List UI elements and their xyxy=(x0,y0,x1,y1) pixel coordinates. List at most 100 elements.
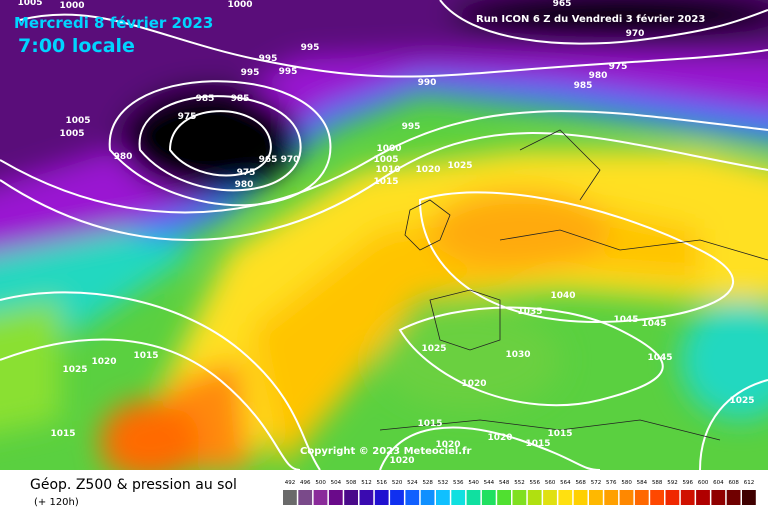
isobar-label: 1015 xyxy=(133,351,158,361)
map xyxy=(0,0,768,470)
isobar-label: 975 xyxy=(178,112,197,122)
legend-swatch xyxy=(298,490,313,505)
legend-swatch xyxy=(466,490,481,505)
legend-label: 500 xyxy=(315,480,326,486)
legend-label: 588 xyxy=(652,480,663,486)
legend-label: 608 xyxy=(728,480,739,486)
legend-swatch xyxy=(390,490,404,505)
legend-swatch xyxy=(374,490,389,505)
isobar-label: 1020 xyxy=(435,440,460,450)
legend-label: 568 xyxy=(575,480,586,486)
legend-label: 528 xyxy=(422,480,433,486)
isobars xyxy=(0,0,768,470)
footer-title: Géop. Z500 & pression au sol xyxy=(30,477,237,493)
isobar-label: 1015 xyxy=(373,177,398,187)
legend-label: 544 xyxy=(484,480,495,486)
legend-swatch xyxy=(726,490,741,505)
legend-label: 524 xyxy=(407,480,418,486)
legend-label: 564 xyxy=(560,480,571,486)
isobar-label: 980 xyxy=(235,180,254,190)
isobar-label: 1020 xyxy=(415,165,440,175)
legend-label: 600 xyxy=(698,480,709,486)
isobar-label: 1025 xyxy=(62,365,87,375)
isobar-label: 1005 xyxy=(373,155,398,165)
legend-label: 548 xyxy=(499,480,510,486)
isobar-label: 1040 xyxy=(550,291,575,301)
isobar-label: 975 xyxy=(237,168,256,178)
legend-label: 520 xyxy=(392,480,403,486)
legend-swatch xyxy=(543,490,557,505)
isobar-label: 995 xyxy=(259,54,278,64)
legend-label: 496 xyxy=(300,480,311,486)
copyright: Copyright © 2023 Meteociel.fr xyxy=(300,446,471,457)
isobar-label: 1020 xyxy=(91,357,116,367)
legend-swatch xyxy=(696,490,710,505)
legend-swatch xyxy=(313,490,328,505)
legend-swatch xyxy=(527,490,542,505)
isobar-label: 1045 xyxy=(641,319,666,329)
legend-label: 492 xyxy=(285,480,296,486)
legend-label: 532 xyxy=(438,480,449,486)
isobar-label: 1035 xyxy=(517,307,542,317)
legend-label: 604 xyxy=(713,480,724,486)
isobar-label: 1015 xyxy=(547,429,572,439)
legend-swatch xyxy=(512,490,527,505)
legend-swatch xyxy=(451,490,466,505)
isobar-label: 970 xyxy=(281,155,300,165)
legend-swatch xyxy=(589,490,603,505)
isobar-label: 1000 xyxy=(227,0,252,10)
map-date: Mercredi 8 février 2023 xyxy=(14,14,213,32)
isobar-label: 1025 xyxy=(421,344,446,354)
isobar-label: 970 xyxy=(626,29,645,39)
legend-label: 512 xyxy=(361,480,372,486)
legend-label: 508 xyxy=(346,480,357,486)
legend-swatch xyxy=(558,490,573,505)
legend-swatch xyxy=(497,490,511,505)
legend-label: 536 xyxy=(453,480,464,486)
legend-label: 556 xyxy=(530,480,541,486)
legend-swatch xyxy=(665,490,680,505)
legend-swatch xyxy=(742,490,756,505)
isobar-label: 995 xyxy=(241,68,260,78)
isobar-label: 1030 xyxy=(505,350,530,360)
isobar-label: 1005 xyxy=(59,129,84,139)
legend-label: 552 xyxy=(514,480,525,486)
isobar-label: 1005 xyxy=(17,0,42,8)
legend-label: 576 xyxy=(606,480,617,486)
legend-swatch xyxy=(344,490,358,505)
legend-swatch xyxy=(283,490,297,505)
isobar-label: 1000 xyxy=(376,144,401,154)
isobar-label: 1020 xyxy=(487,433,512,443)
legend-label: 580 xyxy=(621,480,632,486)
isobar-label: 985 xyxy=(196,94,215,104)
isobar-label: 1015 xyxy=(50,429,75,439)
isobar-label: 1020 xyxy=(461,379,486,389)
map-time: 7:00 locale xyxy=(18,35,135,57)
legend-swatch xyxy=(420,490,435,505)
legend-swatch xyxy=(436,490,450,505)
coastlines xyxy=(379,129,768,441)
legend-swatch xyxy=(359,490,374,505)
legend-swatch xyxy=(405,490,420,505)
footer-lead: (+ 120h) xyxy=(34,497,79,508)
legend-swatch xyxy=(481,490,496,505)
isobar-label: 965 xyxy=(553,0,572,9)
isobar-label: 990 xyxy=(418,78,437,88)
legend-label: 540 xyxy=(468,480,479,486)
legend-label: 612 xyxy=(744,480,755,486)
isobar-label: 1020 xyxy=(389,456,414,466)
legend-swatch xyxy=(328,490,343,505)
legend-swatch xyxy=(573,490,588,505)
legend-label: 516 xyxy=(377,480,388,486)
isobar-label: 965 xyxy=(259,155,278,165)
isobar-label: 975 xyxy=(609,62,628,72)
isobar-label: 1025 xyxy=(447,161,472,171)
isobar-label: 1005 xyxy=(65,116,90,126)
isobar-label: 995 xyxy=(301,43,320,53)
isobar-label: 1045 xyxy=(647,353,672,363)
legend-label: 592 xyxy=(667,480,678,486)
isobar-label: 995 xyxy=(279,67,298,77)
legend-swatch xyxy=(711,490,726,505)
legend-swatch xyxy=(604,490,619,505)
